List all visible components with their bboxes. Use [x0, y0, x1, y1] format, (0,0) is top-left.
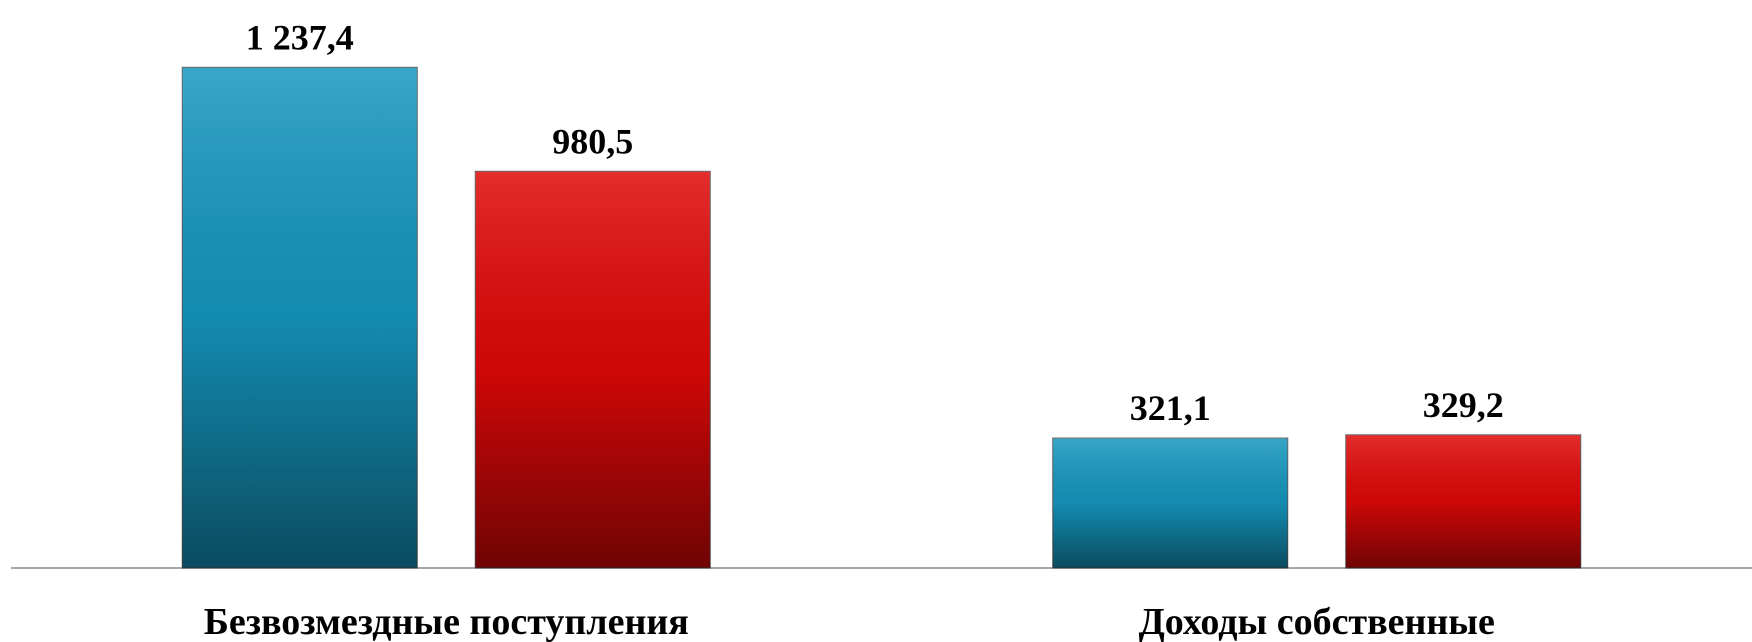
data-label: 980,5 [552, 121, 633, 161]
bar [1052, 437, 1289, 569]
x-tick-label: Безвозмездные поступления [204, 601, 689, 642]
bar [1345, 434, 1582, 569]
data-label: 329,2 [1423, 385, 1504, 425]
x-tick-label: Доходы собственные [1139, 601, 1495, 642]
bar [474, 170, 711, 569]
data-label: 321,1 [1130, 388, 1211, 428]
bar [181, 66, 418, 569]
data-label: 1 237,4 [246, 17, 354, 57]
